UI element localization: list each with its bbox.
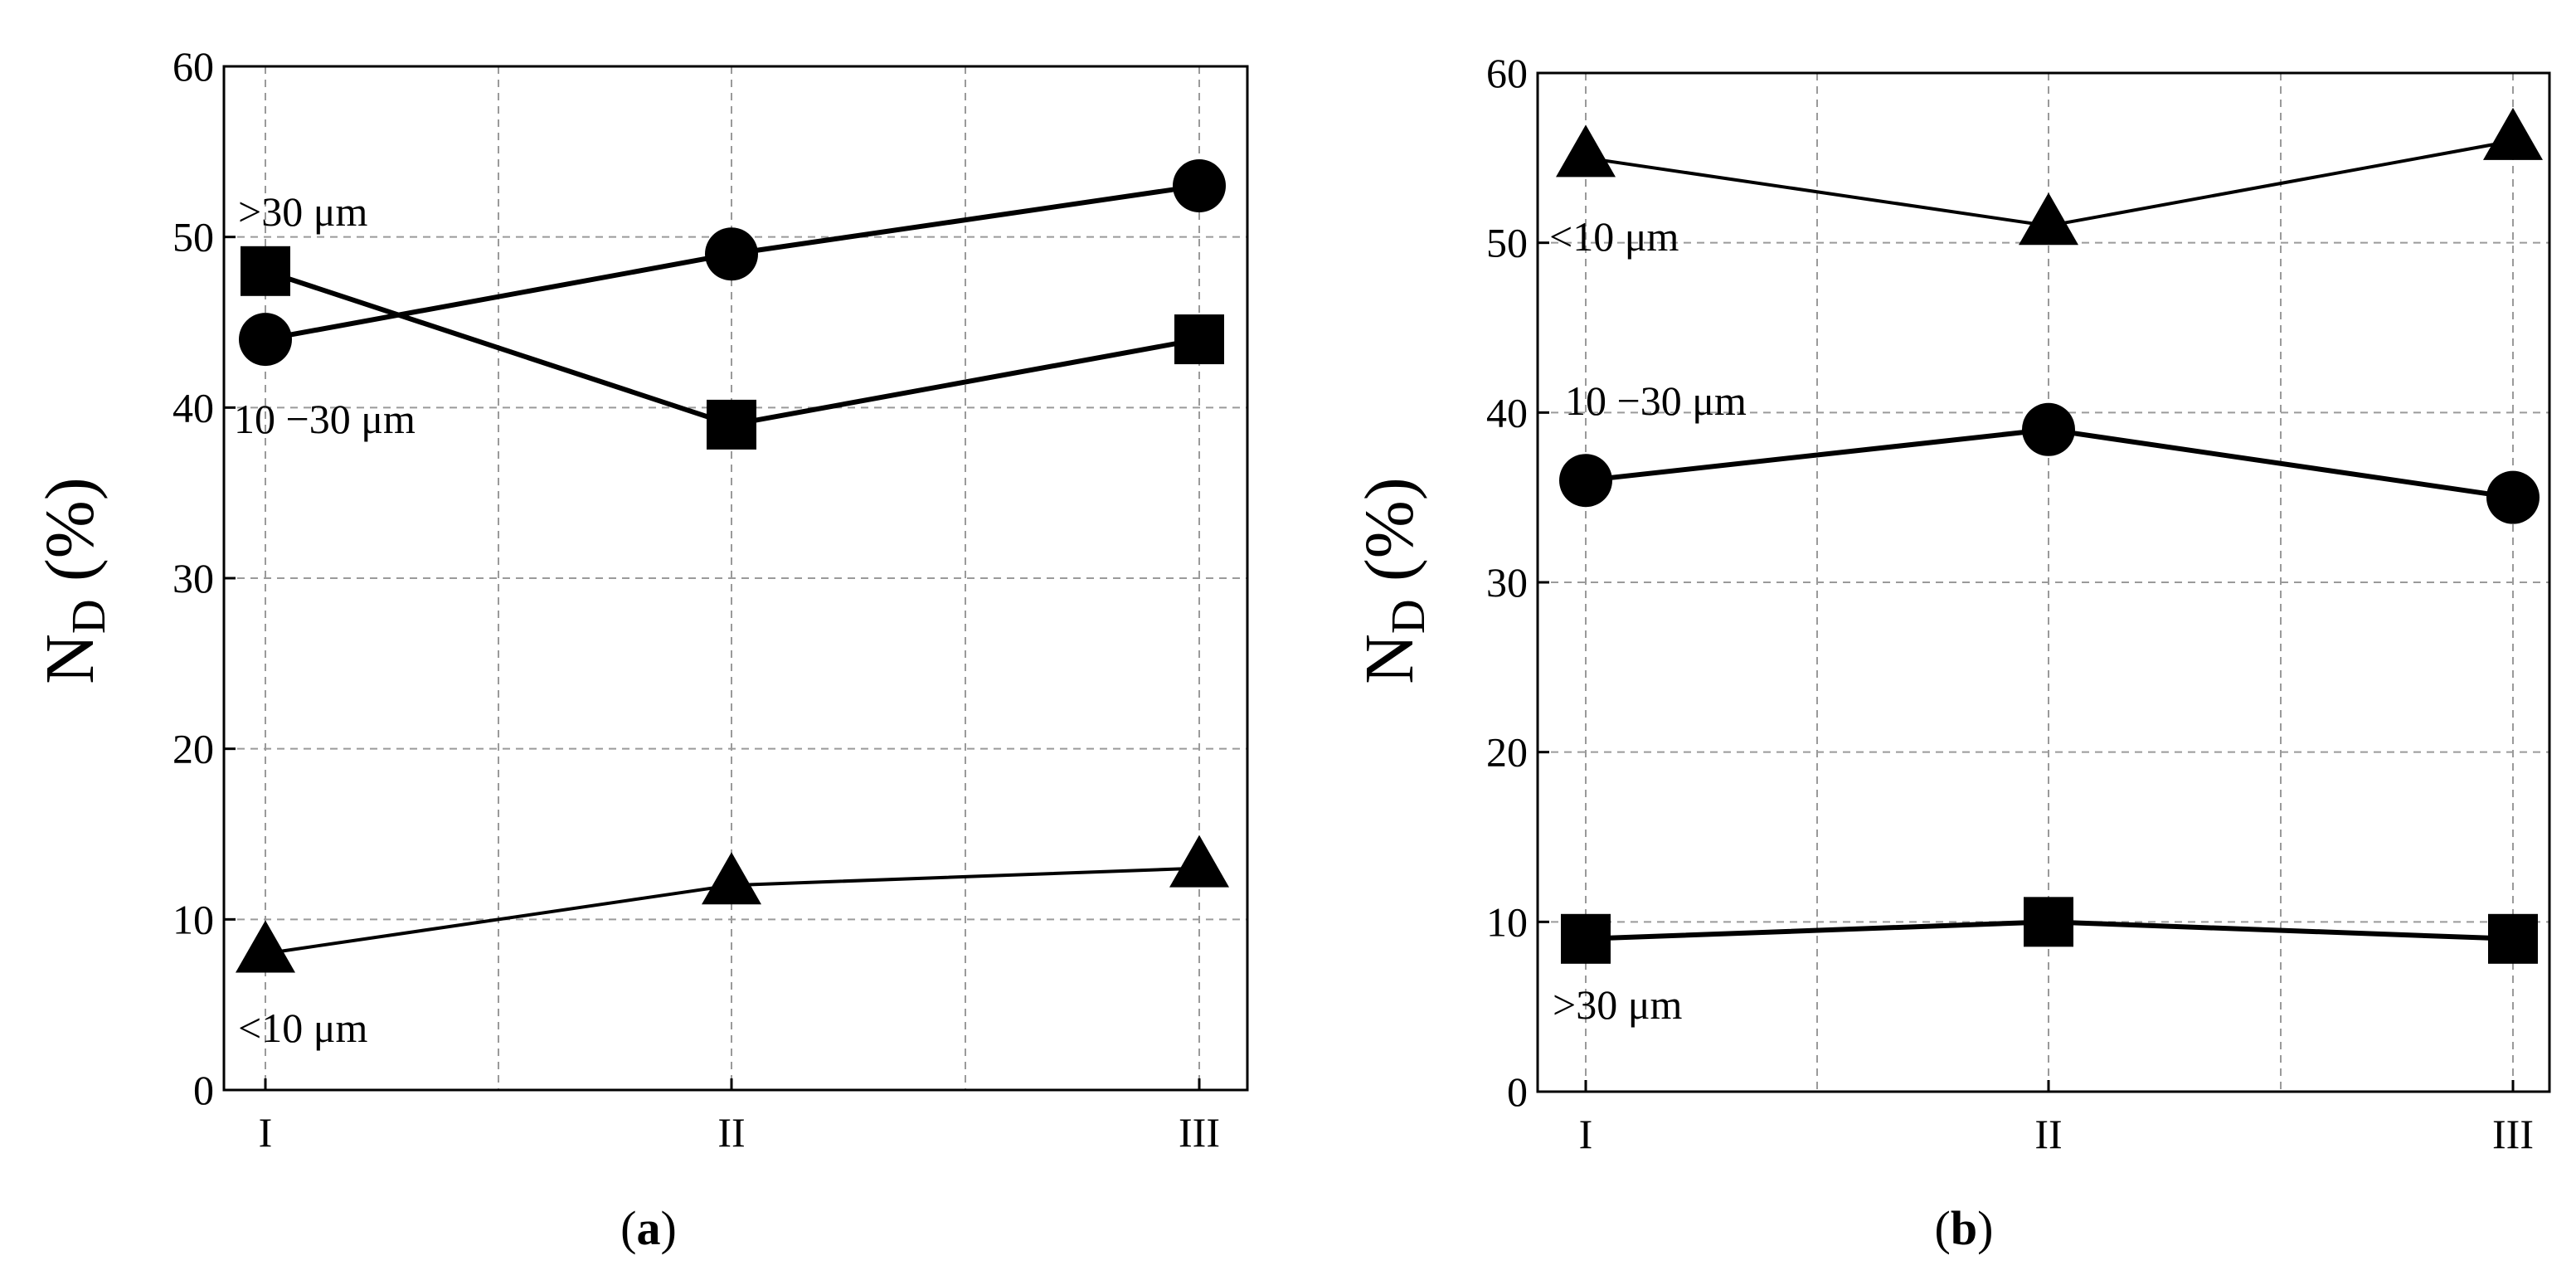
chart-b-point-circle xyxy=(2486,470,2540,524)
chart-a-point-square xyxy=(241,246,290,296)
chart-a-ytick-label: 40 xyxy=(173,384,214,431)
chart-b-ytick-label: 0 xyxy=(1507,1068,1528,1115)
chart-b-ytick-label: 10 xyxy=(1486,898,1528,945)
chart-b-xtick-label: III xyxy=(2492,1111,2534,1157)
chart-a-ytick-label: 30 xyxy=(173,555,214,601)
chart-b-ytick-label: 40 xyxy=(1486,389,1528,435)
chart-b-y-ticks: 0 10 20 30 40 50 60 xyxy=(1486,50,1549,1115)
chart-b-panel-caption: (b) xyxy=(1935,1201,1994,1255)
chart-b-label-10-30: 10 −30 μm xyxy=(1565,377,1747,424)
chart-a-ytick-label: 0 xyxy=(193,1067,214,1113)
chart-a-xtick-label: I xyxy=(259,1109,273,1156)
chart-b-ytick-label: 20 xyxy=(1486,729,1528,776)
chart-b-point-square xyxy=(2024,897,2073,947)
chart-a-label-lt10: <10 μm xyxy=(238,1005,368,1051)
chart-a-plot-frame xyxy=(222,65,1249,1092)
chart-a-y-axis-label: ND (%) xyxy=(32,477,115,684)
chart-b-plot-frame xyxy=(1536,71,2551,1093)
chart-a-point-circle xyxy=(705,227,758,281)
chart-a-ytick-label: 10 xyxy=(173,896,214,942)
chart-a-xtick-label: III xyxy=(1179,1109,1220,1156)
chart-a-point-triangle xyxy=(236,920,295,973)
chart-b-ytick-label: 60 xyxy=(1486,50,1528,96)
chart-b-xtick-label: II xyxy=(2034,1111,2062,1157)
chart-b-xtick-label: I xyxy=(1579,1111,1593,1157)
chart-a-ytick-label: 20 xyxy=(173,726,214,772)
chart-a-y-ticks: 0 10 20 30 40 50 60 xyxy=(173,43,236,1113)
chart-b-ytick-label: 30 xyxy=(1486,559,1528,606)
chart-a-ytick-label: 50 xyxy=(173,214,214,260)
chart-b-series xyxy=(1556,107,2543,964)
chart-b-label-lt10: <10 μm xyxy=(1549,213,1679,260)
chart-a-label-gt30: >30 μm xyxy=(238,188,368,235)
chart-b-point-circle xyxy=(2022,402,2075,456)
chart-a-label-10-30: 10 −30 μm xyxy=(234,396,416,442)
chart-b-point-square xyxy=(2488,913,2538,964)
chart-b-point-square xyxy=(1561,913,1611,964)
chart-a-point-square xyxy=(1174,314,1224,365)
chart-a-point-circle xyxy=(1173,158,1226,212)
chart-b-y-axis-label: ND (%) xyxy=(1351,477,1435,684)
chart-b-point-triangle xyxy=(2019,192,2078,246)
chart-a-point-circle xyxy=(239,313,292,367)
chart-b-ytick-label: 50 xyxy=(1486,220,1528,266)
chart-a-x-ticks: I II III xyxy=(259,1078,1220,1156)
chart-a-panel-caption: (a) xyxy=(620,1201,677,1255)
chart-b-point-triangle xyxy=(1556,124,1616,178)
chart-a-series xyxy=(236,158,1229,973)
chart-a-point-triangle xyxy=(1169,835,1229,888)
chart-b-point-triangle xyxy=(2483,107,2543,160)
chart-a-point-square xyxy=(707,399,756,450)
chart-b-label-gt30: >30 μm xyxy=(1553,981,1683,1028)
chart-a-point-triangle xyxy=(702,852,761,905)
chart-b-x-ticks: I II III xyxy=(1579,1080,2534,1157)
chart-b-point-circle xyxy=(1559,454,1612,508)
chart-a-ytick-label: 60 xyxy=(173,43,214,90)
chart-a-xtick-label: II xyxy=(717,1109,745,1156)
